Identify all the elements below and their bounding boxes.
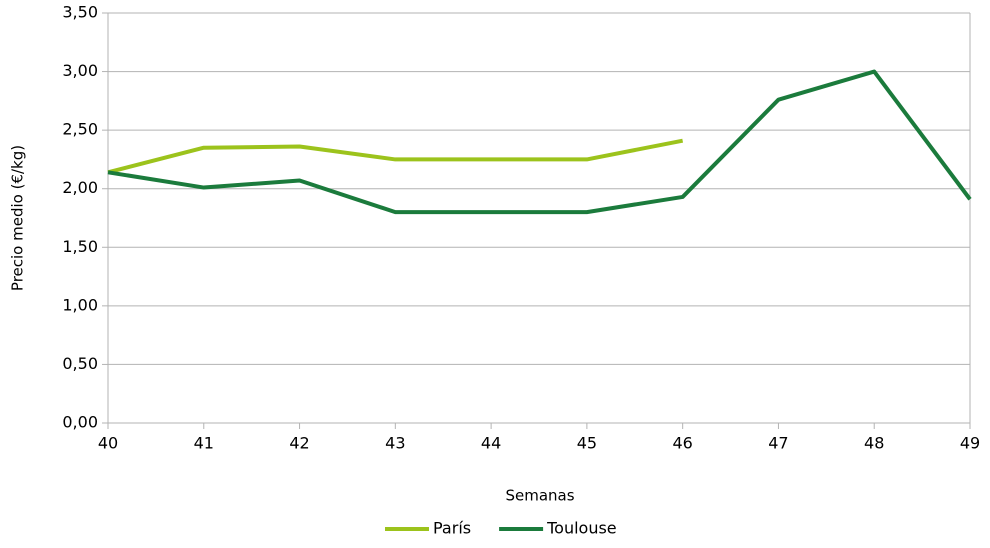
x-axis-label: Semanas [505,487,574,505]
x-tick-label: 49 [960,434,980,453]
y-tick-label: 1,50 [62,237,98,256]
y-tick-label: 1,00 [62,295,98,314]
x-tick-label: 46 [672,434,692,453]
legend-label: París [433,519,471,538]
x-tick-label: 42 [289,434,309,453]
series-line [107,138,684,175]
y-axis-label: Precio medio (€/kg) [9,145,27,291]
x-tick-label: 40 [98,434,118,453]
x-tick-label: 47 [768,434,788,453]
series-line [107,69,972,215]
y-tick-label: 0,00 [62,413,98,432]
y-tick-label: 2,50 [62,120,98,139]
x-tick-label: 43 [385,434,405,453]
y-tick-label: 3,50 [62,3,98,22]
y-tick-label: 3,00 [62,61,98,80]
x-tick-label: 41 [194,434,214,453]
x-tick-label: 44 [481,434,501,453]
x-tick-label: 48 [864,434,884,453]
legend-label: Toulouse [546,519,617,538]
y-tick-label: 0,50 [62,354,98,373]
y-tick-label: 2,00 [62,178,98,197]
x-tick-label: 45 [577,434,597,453]
